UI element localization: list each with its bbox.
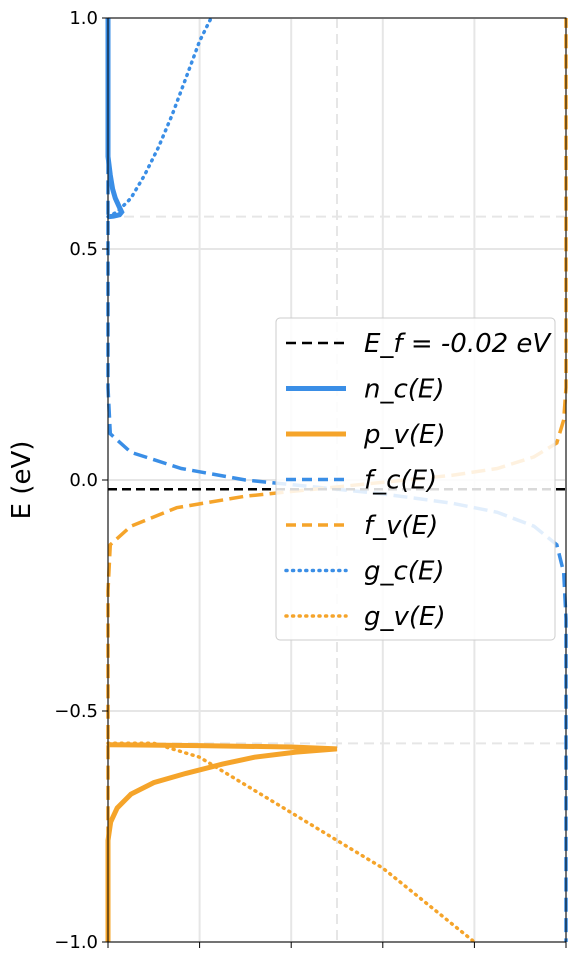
legend-entry-label: n_c(E)	[364, 375, 445, 405]
legend-entry-label: f_c(E)	[364, 466, 437, 496]
y-tick-label: 0.0	[69, 470, 98, 491]
axis-ticks: −1.0 −0.5 0.0 0.5 1.0	[54, 8, 567, 953]
series-gve	[106, 741, 477, 944]
legend-entry-label: E_f = -0.02 eV	[364, 329, 552, 359]
series-gce	[106, 16, 213, 219]
legend-entry-label: f_v(E)	[364, 511, 438, 541]
series-pve	[105, 742, 338, 942]
y-tick-label: 0.5	[69, 239, 98, 260]
y-tick-label: 1.0	[69, 8, 98, 29]
legend-entry-label: g_v(E)	[364, 602, 446, 632]
y-tick-label: −1.0	[54, 932, 98, 953]
legend: E_f = -0.02 eV n_c(E) p_v(E) f_c(E) f_v(E) g_…	[275, 317, 556, 641]
legend-box	[275, 317, 556, 641]
series-nce	[105, 18, 125, 220]
y-axis-label: E (eV)	[7, 441, 37, 520]
legend-entry-label: g_c(E)	[364, 557, 445, 587]
legend-entry-label: p_v(E)	[363, 420, 446, 450]
y-tick-label: −0.5	[54, 701, 98, 722]
band-edge-guides	[108, 18, 566, 942]
